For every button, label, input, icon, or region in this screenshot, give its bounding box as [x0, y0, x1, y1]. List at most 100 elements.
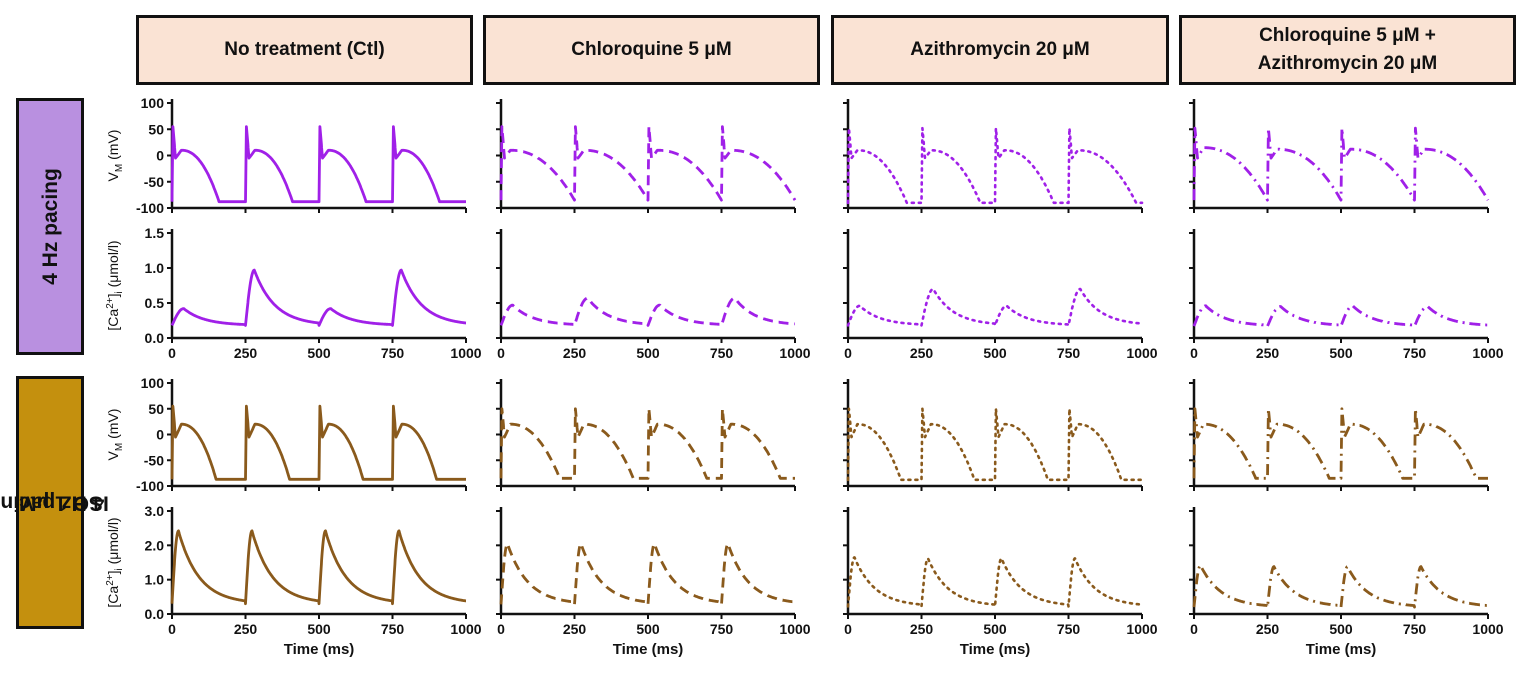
panel-row-2: [Ca2+]i (μmol/l)1.51.00.50.00 250 500 750 10… — [105, 225, 1504, 361]
trace-vm-dashed — [499, 407, 797, 480]
column-header-combination-line1: Chloroquine 5 μM + — [1259, 25, 1436, 46]
y-label-sub: i — [114, 568, 125, 570]
column-header-combination-line2: Azithromycin 20 μM — [1257, 53, 1438, 74]
x-tick-label: 0 — [497, 345, 505, 361]
y-tick-label: 0.0 — [145, 330, 165, 346]
x-tick-label: 1000 — [450, 621, 481, 637]
x-tick-label: 500 — [636, 345, 660, 361]
x-tick-label: 750 — [710, 345, 734, 361]
x-tick-label: 750 — [381, 345, 405, 361]
y-label-sub: M — [114, 443, 125, 451]
trace-vm-dashed — [499, 125, 797, 202]
trace-vm-dash-dot — [1192, 407, 1490, 480]
x-tick-label: 750 — [1057, 345, 1081, 361]
x-tick-label: 0 — [1190, 345, 1198, 361]
x-tick-label: 0 — [497, 621, 505, 637]
trace-cai-dash-dot — [1192, 563, 1490, 609]
x-tick-label: 0 — [844, 345, 852, 361]
x-tick-label: 750 — [710, 621, 734, 637]
x-tick-label: 1000 — [779, 345, 810, 361]
y-label-unit: (mV) — [105, 409, 121, 443]
x-tick-label: 0 — [168, 345, 176, 361]
x-tick-label: 0 — [168, 621, 176, 637]
trace-cai-dotted — [846, 287, 1144, 327]
trace-cai-dashed — [499, 296, 797, 327]
y-label-main: [Ca — [105, 586, 121, 608]
x-tick-label: 1000 — [450, 345, 481, 361]
x-tick-label: 500 — [636, 621, 660, 637]
x-axis-title: Time (ms) — [1306, 641, 1377, 658]
x-tick-label: 250 — [910, 621, 934, 637]
x-tick-label: 250 — [1256, 621, 1280, 637]
x-tick-label: 750 — [1403, 345, 1427, 361]
panel-row-1: VM (mV) 100 50 0 -50 -100 — [105, 95, 1490, 216]
column-header-azithromycin-label: Azithromycin 20 μM — [910, 39, 1090, 60]
trace-vm-solid — [170, 125, 468, 204]
x-tick-label: 250 — [234, 345, 258, 361]
x-tick-label: 750 — [1057, 621, 1081, 637]
y-tick-label: 1.0 — [145, 260, 165, 276]
x-tick-label: 750 — [381, 621, 405, 637]
y-label-bracket: ] — [105, 293, 121, 297]
x-tick-label: 250 — [234, 621, 258, 637]
x-axis-title: Time (ms) — [613, 641, 684, 658]
y-tick-label: 0.5 — [145, 295, 165, 311]
y-tick-label: 1.5 — [145, 225, 165, 241]
y-label-main: V — [105, 171, 121, 181]
x-tick-label: 1000 — [1472, 621, 1503, 637]
y-tick-label: 100 — [141, 375, 165, 391]
x-axis-title: Time (ms) — [960, 641, 1031, 658]
y-tick-label: 3.0 — [145, 503, 165, 519]
y-label-sub: i — [114, 291, 125, 293]
trace-vm-solid — [170, 404, 468, 481]
x-tick-label: 500 — [1329, 621, 1353, 637]
x-tick-label: 500 — [307, 621, 331, 637]
y-label-main: V — [105, 450, 121, 460]
x-tick-label: 1000 — [1126, 621, 1157, 637]
x-tick-label: 250 — [1256, 345, 1280, 361]
y-tick-label: 50 — [148, 401, 164, 417]
y-label-unit: (μmol/l) — [105, 240, 121, 291]
column-header-combination: Chloroquine 5 μM + Azithromycin 20 μM — [1179, 15, 1516, 85]
x-tick-label: 500 — [1329, 345, 1353, 361]
trace-vm-dash-dot — [1192, 126, 1490, 202]
y-tick-label: -100 — [136, 478, 164, 494]
column-header-ctl-label: No treatment (Ctl) — [224, 39, 385, 60]
y-tick-label: 50 — [148, 121, 164, 137]
y-tick-label: 2.0 — [145, 537, 165, 553]
y-label-sup: 2+ — [105, 574, 116, 586]
y-tick-label: -50 — [144, 174, 164, 190]
trace-cai-dotted — [846, 556, 1144, 608]
x-axis-title: Time (ms) — [284, 641, 355, 658]
x-tick-label: 1000 — [1472, 345, 1503, 361]
y-axis-label-row-4: [Ca2+]i (μmol/l) — [105, 517, 125, 607]
panel-row-3: VM (mV) 100 50 0 -50 -100 — [105, 375, 1490, 494]
x-tick-label: 500 — [983, 345, 1007, 361]
y-axis-label-row-3: VM (mV) — [105, 409, 125, 461]
row-header-4hz: 4 Hz pacing — [16, 98, 84, 355]
trace-cai-solid — [170, 268, 468, 327]
row-header-4hz-iso: 4 Hz pacing +ISO 1 μM — [0, 376, 108, 629]
column-header-ctl: No treatment (Ctl) — [136, 15, 473, 85]
y-label-bracket: ] — [105, 570, 121, 574]
y-tick-label: 0 — [156, 148, 164, 164]
trace-vm-dotted — [846, 407, 1144, 482]
y-label-unit: (μmol/l) — [105, 517, 121, 568]
x-tick-label: 250 — [563, 345, 587, 361]
x-tick-label: 250 — [910, 345, 934, 361]
y-label-unit: (mV) — [105, 130, 121, 164]
y-tick-label: 1.0 — [145, 572, 165, 588]
panel-row-4: [Ca2+]i (μmol/l)3.02.01.00.00 250 500 750 10… — [105, 503, 1504, 658]
x-tick-label: 500 — [983, 621, 1007, 637]
y-tick-label: 100 — [141, 95, 165, 111]
y-tick-label: -100 — [136, 200, 164, 216]
y-axis-label-row-2: [Ca2+]i (μmol/l) — [105, 240, 125, 330]
trace-cai-dashed — [499, 542, 797, 606]
y-label-sup: 2+ — [105, 297, 116, 309]
column-header-azithromycin: Azithromycin 20 μM — [831, 15, 1169, 85]
y-tick-label: -50 — [144, 452, 164, 468]
x-tick-label: 1000 — [1126, 345, 1157, 361]
x-tick-label: 250 — [563, 621, 587, 637]
x-tick-label: 1000 — [779, 621, 810, 637]
trace-vm-dotted — [846, 126, 1144, 205]
